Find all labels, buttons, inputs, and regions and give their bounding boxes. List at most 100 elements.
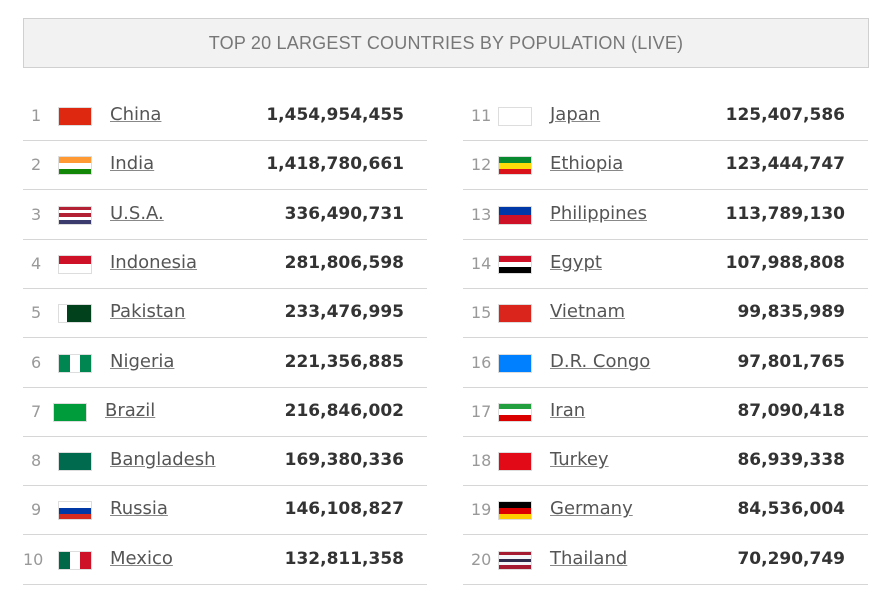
table-row: 14 Egypt 107,988,808 [463, 240, 868, 289]
table-row: 2 India 1,418,780,661 [23, 141, 427, 191]
country-link[interactable]: Thailand [550, 547, 628, 569]
country-link[interactable]: India [110, 153, 155, 175]
country-link[interactable]: Nigeria [110, 350, 175, 372]
country-link[interactable]: Brazil [105, 399, 156, 421]
population: 107,988,808 [725, 252, 845, 273]
table-row: 20 Thailand 70,290,749 [463, 536, 868, 585]
population: 132,811,358 [284, 548, 404, 569]
table-row: 12 Ethiopia 123,444,747 [463, 141, 868, 191]
flag-icon [58, 205, 92, 225]
country-link[interactable]: D.R. Congo [550, 350, 651, 372]
flag-icon [498, 205, 532, 225]
title: TOP 20 LARGEST COUNTRIES BY POPULATION (… [23, 18, 869, 68]
rank: 4 [31, 253, 42, 273]
country-link[interactable]: Vietnam [550, 301, 626, 323]
population: 123,444,747 [725, 154, 845, 175]
flag-icon [498, 550, 532, 570]
population: 336,490,731 [284, 203, 404, 224]
table-row: 8 Bangladesh 169,380,336 [23, 437, 427, 487]
country-link[interactable]: Ethiopia [550, 153, 624, 175]
flag-icon [498, 304, 532, 324]
table-row: 15 Vietnam 99,835,989 [463, 289, 868, 339]
table-row: 6 Nigeria 221,356,885 [23, 339, 427, 388]
flag-icon [58, 353, 92, 373]
flag-icon [498, 353, 532, 373]
population: 70,290,749 [737, 548, 845, 569]
table-row: 19 Germany 84,536,004 [463, 486, 868, 536]
table-row: 11 Japan 125,407,586 [463, 92, 868, 141]
table-row: 13 Philippines 113,789,130 [463, 191, 868, 240]
rank: 1 [31, 106, 42, 125]
rank: 10 [23, 549, 44, 569]
rank: 13 [471, 204, 492, 224]
country-link[interactable]: Turkey [550, 449, 609, 471]
country-link[interactable]: Iran [550, 399, 586, 421]
population: 1,418,780,661 [266, 154, 404, 175]
rank: 19 [471, 500, 492, 520]
rank: 6 [31, 352, 42, 372]
rank: 18 [471, 451, 492, 471]
table-row: 18 Turkey 86,939,338 [463, 437, 868, 487]
flag-icon [58, 156, 92, 176]
table-row: 9 Russia 146,108,827 [23, 486, 427, 536]
population: 113,789,130 [725, 203, 845, 224]
population: 169,380,336 [284, 450, 404, 471]
table-row: 5 Pakistan 233,476,995 [23, 289, 427, 339]
rank: 16 [471, 352, 492, 372]
rank: 17 [471, 401, 492, 421]
flag-icon [58, 254, 92, 274]
population: 125,407,586 [725, 105, 845, 125]
flag-icon [498, 254, 532, 274]
rank: 11 [471, 106, 492, 125]
rank: 5 [31, 303, 42, 323]
country-link[interactable]: China [110, 104, 162, 125]
rank: 14 [471, 253, 492, 273]
table-row: 3 U.S.A. 336,490,731 [23, 191, 427, 240]
population: 87,090,418 [737, 400, 845, 421]
population: 216,846,002 [284, 400, 404, 421]
flag-icon [498, 156, 532, 176]
country-link[interactable]: Egypt [550, 251, 602, 273]
country-link[interactable]: Japan [550, 104, 601, 125]
country-link[interactable]: Russia [110, 498, 168, 520]
population: 84,536,004 [737, 499, 845, 520]
population: 146,108,827 [284, 499, 404, 520]
flag-icon [498, 402, 532, 422]
population: 97,801,765 [737, 351, 845, 372]
flag-icon [58, 550, 92, 570]
flag-icon [58, 501, 92, 521]
flag-icon [498, 107, 532, 126]
flag-icon [58, 304, 92, 324]
flag-icon [53, 402, 87, 422]
country-link[interactable]: Pakistan [110, 301, 186, 323]
country-link[interactable]: Bangladesh [110, 449, 216, 471]
rank: 15 [471, 303, 492, 323]
table-row: 4 Indonesia 281,806,598 [23, 240, 427, 289]
population: 86,939,338 [737, 450, 845, 471]
rank: 12 [471, 155, 492, 175]
table-row: 7 Brazil 216,846,002 [23, 388, 427, 437]
population: 99,835,989 [737, 302, 845, 323]
table-row: 16 D.R. Congo 97,801,765 [463, 339, 868, 388]
country-link[interactable]: Indonesia [110, 251, 198, 273]
flag-icon [58, 107, 92, 126]
population: 1,454,954,455 [266, 105, 404, 125]
rank: 2 [31, 155, 42, 175]
rank: 7 [31, 401, 42, 421]
table-row: 10 Mexico 132,811,358 [23, 536, 427, 585]
rank: 3 [31, 204, 42, 224]
rank: 9 [31, 500, 42, 520]
rank: 8 [31, 451, 42, 471]
flag-icon [498, 452, 532, 472]
country-link[interactable]: Germany [550, 498, 633, 520]
country-link[interactable]: Philippines [550, 202, 647, 224]
country-link[interactable]: U.S.A. [110, 202, 164, 224]
population: 221,356,885 [284, 351, 404, 372]
rank: 20 [471, 549, 492, 569]
country-link[interactable]: Mexico [110, 547, 173, 569]
flag-icon [498, 501, 532, 521]
flag-icon [58, 452, 92, 472]
population: 281,806,598 [284, 252, 404, 273]
population: 233,476,995 [284, 302, 404, 323]
